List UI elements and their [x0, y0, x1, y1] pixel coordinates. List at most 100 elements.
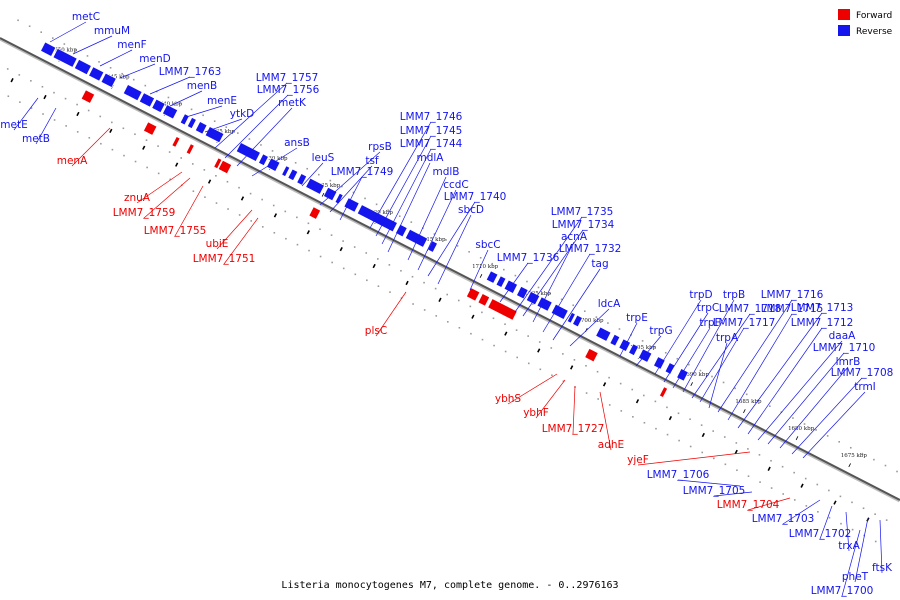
reverse-gene — [525, 290, 541, 306]
forward-gene — [584, 347, 599, 363]
track-dot — [527, 335, 529, 337]
reverse-gene — [40, 41, 57, 57]
gene-label-znuA: znuA — [124, 192, 151, 204]
gene-label-tsf: tsf — [365, 155, 379, 167]
reverse-gene — [194, 121, 208, 135]
leader-line — [119, 63, 156, 79]
backbone-line — [0, 37, 900, 501]
track-dot — [168, 151, 171, 153]
track-dot — [664, 351, 667, 354]
genome-backbone — [0, 37, 900, 503]
track-dot — [688, 363, 690, 366]
track-dot — [261, 226, 264, 228]
leader-line — [214, 82, 288, 149]
leader-line — [635, 335, 662, 367]
leader-line — [507, 373, 558, 405]
track-dot — [457, 299, 460, 302]
leader-line — [654, 299, 702, 375]
leader-line — [599, 391, 612, 451]
kbp-tick — [690, 382, 693, 387]
genome-caption: Listeria monocytogenes M7, complete geno… — [281, 580, 618, 591]
leader-line — [407, 176, 447, 261]
track-dot — [759, 481, 761, 483]
gene-label-mdlB: mdlB — [432, 166, 459, 178]
track-dot — [6, 68, 9, 70]
position-mark — [43, 94, 47, 100]
track-dot — [724, 463, 727, 466]
gene-label-LMM7_1751: LMM7_1751 — [193, 253, 256, 265]
leader-line — [499, 262, 529, 303]
track-dot — [747, 475, 750, 477]
kbp-tick-label: 1680 kbp — [788, 426, 815, 432]
forward-gene — [465, 287, 481, 302]
track-dot — [121, 72, 123, 75]
track-dot — [53, 91, 55, 94]
position-mark — [175, 162, 179, 167]
gene-label-LMM7_1716: LMM7_1716 — [761, 289, 824, 301]
reverse-gene — [404, 228, 429, 248]
track-dot — [551, 374, 553, 377]
track-dot — [689, 418, 691, 421]
track-dot — [249, 192, 252, 195]
track-dot — [330, 234, 333, 236]
track-dot — [654, 400, 657, 403]
kbp-tick-label: 1685 kbp — [735, 399, 762, 405]
position-mark — [438, 297, 442, 302]
gene-label-ubiE: ubiE — [206, 238, 229, 250]
track-dot — [146, 166, 148, 169]
reverse-gene — [161, 104, 179, 120]
leader-line — [223, 217, 259, 265]
gene-label-LMM7_1706: LMM7_1706 — [647, 469, 710, 481]
leader-line — [782, 499, 821, 525]
gene-label-acnA: acnA — [561, 231, 588, 243]
track-dot — [608, 376, 610, 379]
track-dot — [722, 381, 725, 384]
track-dot — [618, 328, 621, 330]
reverse-gene — [395, 223, 408, 238]
forward-gene — [477, 293, 491, 307]
track-dot — [585, 364, 587, 367]
leader-line — [757, 340, 843, 441]
track-dot — [676, 357, 679, 360]
track-dot — [204, 196, 206, 198]
leader-line — [417, 189, 457, 271]
track-dot — [734, 387, 736, 390]
track-dot — [736, 469, 738, 472]
track-dot — [446, 293, 449, 296]
track-dot — [793, 499, 796, 501]
gene-label-menA: menA — [57, 155, 88, 167]
track-dot — [75, 49, 77, 51]
kbp-tick-label: 1730 kbp — [261, 156, 288, 162]
position-mark — [570, 365, 574, 370]
legend: Forward Reverse — [838, 9, 893, 37]
track-dot — [607, 322, 609, 324]
track-dot — [470, 332, 472, 335]
leader-line — [381, 148, 432, 245]
reverse-gene — [266, 157, 281, 172]
reverse-gene — [595, 326, 612, 342]
track-dot — [123, 154, 125, 157]
track-dot — [190, 108, 193, 111]
gene-label-ytkD: ytkD — [230, 108, 255, 120]
leader-line — [619, 322, 638, 357]
kbp-tick-label: 1735 kbp — [209, 129, 236, 135]
track-dot — [213, 120, 216, 123]
gene-label-LMM7_1703: LMM7_1703 — [752, 513, 815, 525]
reverse-gene — [653, 356, 666, 370]
track-dot — [433, 233, 436, 235]
reverse-gene — [572, 314, 583, 328]
track-dot — [329, 179, 332, 182]
track-dot — [353, 246, 356, 248]
track-dot — [782, 493, 784, 495]
track-dot — [826, 435, 829, 437]
track-dot — [758, 454, 761, 456]
track-dot — [319, 228, 321, 231]
track-dot — [526, 280, 528, 283]
track-dot — [469, 305, 472, 308]
reverse-gene — [343, 197, 360, 213]
leader-line — [72, 35, 113, 55]
leader-line — [339, 176, 363, 221]
leader-line — [845, 511, 850, 552]
track-dot — [65, 125, 67, 127]
kbp-tick-label: 1745 kbp — [103, 75, 130, 81]
